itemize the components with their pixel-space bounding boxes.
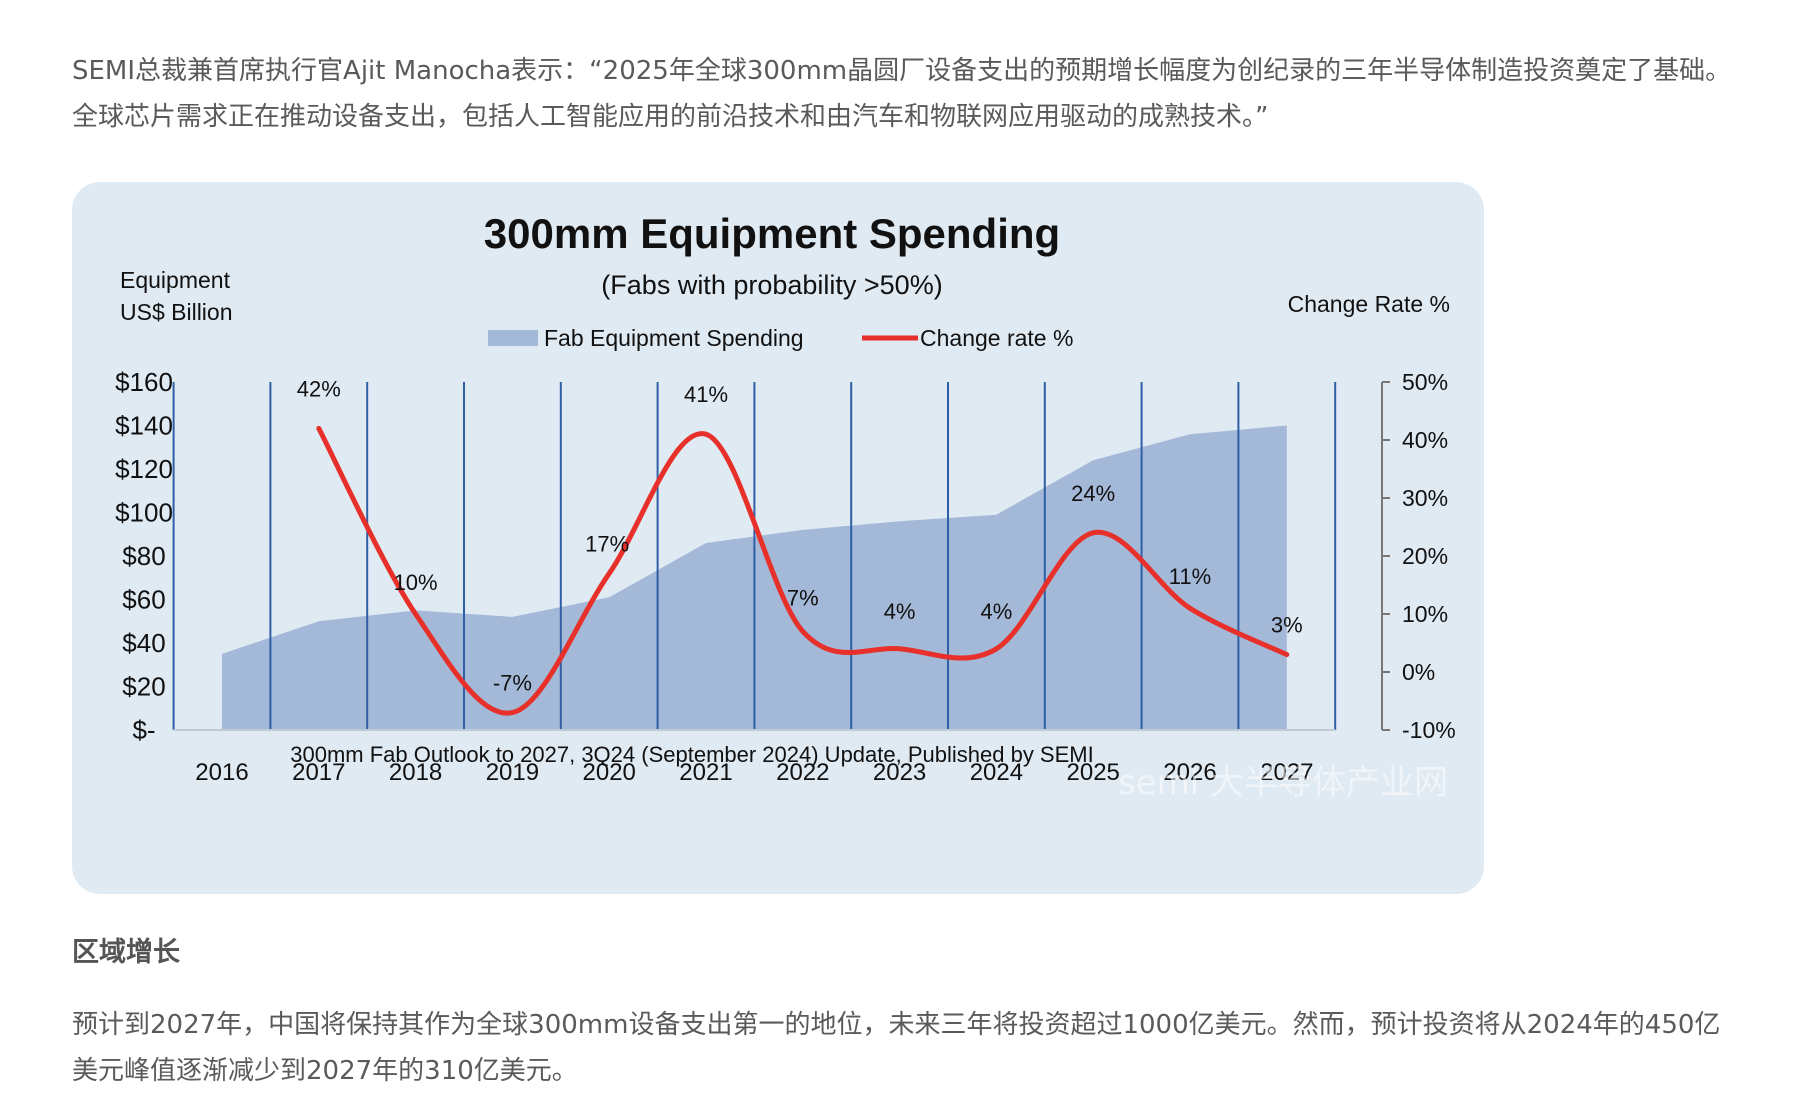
- change-rate-data-label: 17%: [585, 531, 629, 556]
- left-tick-label: $120: [115, 454, 173, 484]
- x-tick-label: 2023: [873, 759, 926, 786]
- change-rate-data-label: 7%: [787, 585, 819, 610]
- x-tick-label: 2025: [1067, 759, 1120, 786]
- right-tick-label: -10%: [1402, 717, 1456, 743]
- legend-line-label: Change rate %: [920, 325, 1073, 351]
- change-rate-data-label: 3%: [1271, 613, 1303, 638]
- chart-card: 300mm Equipment Spending (Fabs with prob…: [72, 182, 1484, 894]
- left-tick-label: $160: [115, 367, 173, 397]
- change-rate-data-label: 10%: [394, 570, 438, 595]
- right-tick-label: 10%: [1402, 601, 1448, 627]
- left-tick-label: $80: [122, 541, 165, 571]
- x-tick-label: 2020: [583, 759, 636, 786]
- change-rate-line: [316, 425, 1290, 716]
- left-tick-label: $100: [115, 498, 173, 528]
- x-tick-label: 2018: [389, 759, 442, 786]
- left-axis-title-line1: Equipment: [120, 267, 231, 293]
- plot-area: $- $20 $40 $60 $80 $100 $120 $140 $160 -10% 0% 10% 2…: [115, 367, 1456, 786]
- right-tick-label: 50%: [1402, 369, 1448, 395]
- change-rate-data-label: 24%: [1071, 481, 1115, 506]
- change-rate-data-label: 42%: [297, 376, 341, 401]
- x-tick-label: 2026: [1163, 759, 1216, 786]
- left-tick-label: $-: [132, 715, 155, 745]
- x-tick-label: 2016: [195, 759, 248, 786]
- legend-area-label: Fab Equipment Spending: [544, 325, 804, 351]
- intro-paragraph: SEMI总裁兼首席执行官Ajit Manocha表示：“2025年全球300mm…: [72, 56, 1732, 132]
- x-tick-label: 2017: [292, 759, 345, 786]
- chart-source-note: 300mm Fab Outlook to 2027, 3Q24 (Septemb…: [290, 742, 1093, 767]
- left-tick-label: $60: [122, 585, 165, 615]
- left-tick-label: $140: [115, 411, 173, 441]
- left-axis-title-line2: US$ Billion: [120, 299, 233, 325]
- change-rate-data-label: -7%: [493, 671, 532, 696]
- chart-legend: Fab Equipment Spending Change rate %: [488, 325, 1073, 351]
- change-rate-data-label: 4%: [884, 599, 916, 624]
- change-rate-data-label: 41%: [684, 382, 728, 407]
- left-tick-label: $20: [122, 672, 165, 702]
- x-tick-label: 2019: [486, 759, 539, 786]
- equipment-spending-chart: 300mm Equipment Spending (Fabs with prob…: [115, 210, 1456, 803]
- x-tick-label: 2027: [1260, 759, 1313, 786]
- left-tick-label: $40: [122, 628, 165, 658]
- region-paragraph: 预计到2027年，中国将保持其作为全球300mm设备支出第一的地位，未来三年将投…: [72, 1010, 1721, 1086]
- right-tick-label: 40%: [1402, 427, 1448, 453]
- x-tick-label: 2022: [776, 759, 829, 786]
- x-tick-label: 2024: [970, 759, 1023, 786]
- section-heading: 区域增长: [72, 937, 180, 968]
- watermark-text: semi 大半导体产业网: [1118, 763, 1448, 803]
- change-rate-data-label: 4%: [981, 599, 1013, 624]
- right-tick-label: 0%: [1402, 659, 1435, 685]
- x-tick-label: 2021: [679, 759, 732, 786]
- change-rate-data-label: 11%: [1169, 564, 1211, 589]
- chart-subtitle: (Fabs with probability >50%): [601, 270, 942, 300]
- chart-title: 300mm Equipment Spending: [484, 210, 1060, 257]
- right-tick-label: 20%: [1402, 543, 1448, 569]
- right-tick-label: 30%: [1402, 485, 1448, 511]
- legend-area-swatch: [488, 330, 538, 346]
- right-axis-title: Change Rate %: [1288, 291, 1450, 317]
